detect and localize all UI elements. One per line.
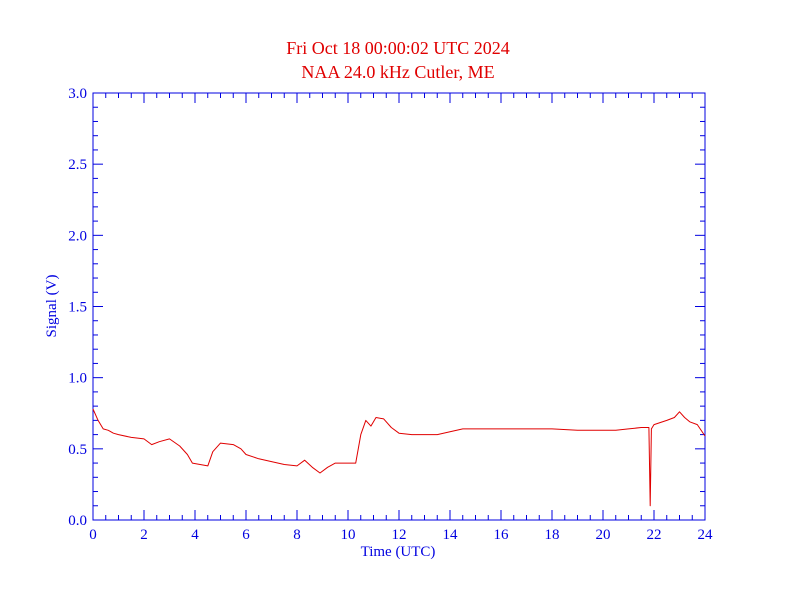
y-axis-label: Signal (V) <box>44 275 60 338</box>
x-tick-label: 16 <box>494 527 510 543</box>
x-tick-label: 12 <box>392 527 407 543</box>
chart-subtitle: NAA 24.0 kHz Cutler, ME <box>301 62 494 82</box>
x-axis-label: Time (UTC) <box>361 544 436 560</box>
x-tick-label: 14 <box>443 527 459 543</box>
y-tick-label: 2.5 <box>68 157 87 173</box>
x-tick-label: 20 <box>596 527 611 543</box>
x-tick-label: 22 <box>647 527 662 543</box>
y-tick-label: 0.0 <box>68 513 87 529</box>
x-tick-label: 6 <box>242 527 250 543</box>
x-axis: 0 2 4 6 8 10 12 14 16 18 20 22 24 <box>89 93 713 543</box>
y-tick-label: 0.5 <box>68 442 87 458</box>
x-tick-label: 18 <box>545 527 560 543</box>
series-layer <box>92 408 706 507</box>
y-tick-label: 3.0 <box>68 86 87 102</box>
x-tick-label: 8 <box>293 527 301 543</box>
y-axis: 0.0 0.5 1.0 1.5 2.0 2.5 3.0 <box>68 86 705 529</box>
y-tick-label: 1.5 <box>68 300 87 316</box>
plot-border <box>92 92 706 521</box>
plot-frame <box>92 92 706 521</box>
x-tick-label: 10 <box>341 527 356 543</box>
x-tick-label: 2 <box>140 527 148 543</box>
y-tick-label: 1.0 <box>68 371 87 387</box>
chart-title: Fri Oct 18 00:00:02 UTC 2024 <box>286 38 510 58</box>
y-tick-label: 2.0 <box>68 228 87 244</box>
x-tick-label: 0 <box>89 527 97 543</box>
x-tick-label: 24 <box>698 527 714 543</box>
series-line-0 <box>92 408 706 507</box>
x-tick-label: 4 <box>191 527 199 543</box>
